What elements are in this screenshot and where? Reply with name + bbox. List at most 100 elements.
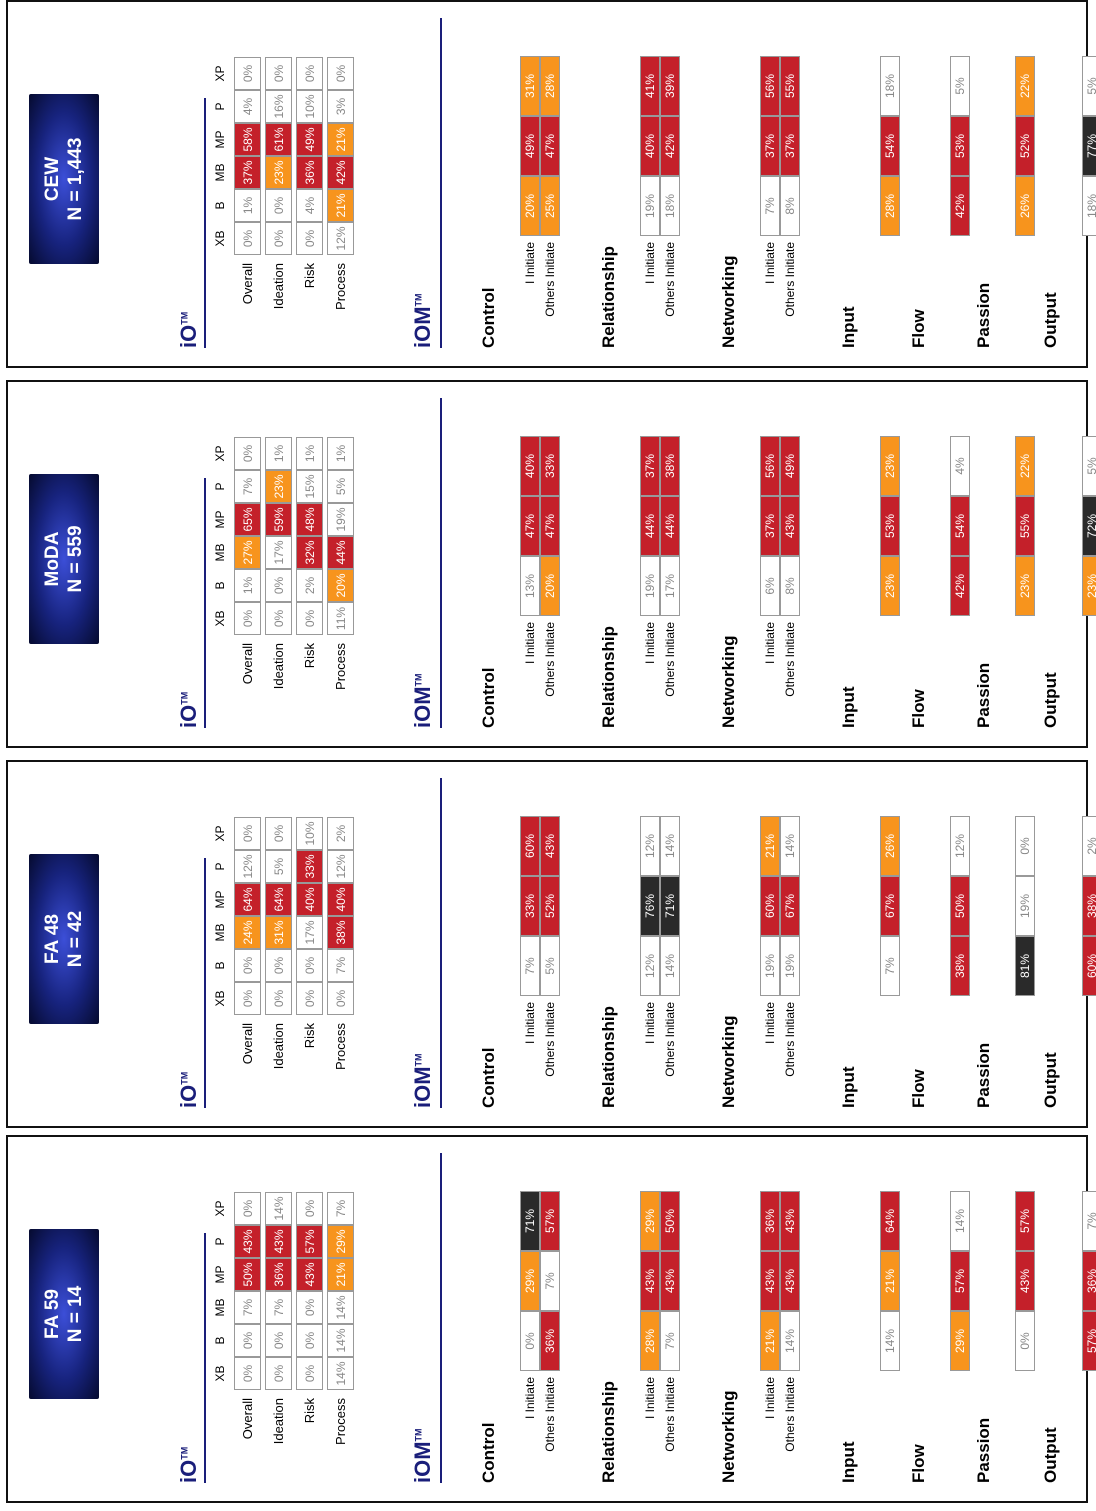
iom-group: OutputHeadFlexHeart60%38%2%	[1040, 778, 1096, 1108]
iom-cell: 19%	[640, 556, 660, 616]
io-cell: 50%	[234, 1258, 261, 1291]
iom-cell: 43%	[660, 1251, 680, 1311]
io-cell: 0%	[234, 1324, 261, 1357]
iom-cell: 26%	[1015, 176, 1035, 236]
iom-group: NetworkingNoFlexYesI Initiate6%37%56%Oth…	[718, 398, 800, 728]
iom-group: RelationshipNoFlexYesI Initiate19%40%41%…	[598, 18, 680, 348]
iom-cell: 44%	[640, 496, 660, 556]
iom-group: InputConcreteFlexVisionary23%53%23%	[838, 398, 900, 728]
iom-cell: 19%	[640, 176, 660, 236]
io-cell: 21%	[327, 189, 354, 222]
iom-row: I Initiate 28% 43% 29%	[640, 1153, 660, 1483]
io-cell: 0%	[265, 817, 292, 850]
iom-row: 23% 72% 5%	[1082, 398, 1096, 728]
io-cell: 0%	[265, 222, 292, 255]
iom-cell: 6%	[760, 556, 780, 616]
iom-cell: 5%	[950, 56, 970, 116]
iom-rows: 18% 77% 5%	[1082, 18, 1096, 348]
iom-rows: I Initiate 13% 47% 40% Others Initiate 20% 47%…	[520, 398, 560, 728]
io-cell: 0%	[265, 602, 292, 635]
iom-row-label: Others Initiate	[663, 622, 677, 697]
io-row-label: Process	[333, 1398, 348, 1445]
iom-cell: 57%	[1015, 1191, 1035, 1251]
iom-row: 81% 19% 0%	[1015, 778, 1035, 1108]
io-row-label: Overall	[240, 643, 255, 685]
io-cell: 33%	[296, 850, 323, 883]
io-column-header: B	[213, 1336, 227, 1345]
iom-cell: 60%	[760, 876, 780, 936]
io-cell: 14%	[327, 1324, 354, 1357]
io-row-label: Risk	[302, 1023, 317, 1049]
iom-row: I Initiate 7% 37% 56%	[760, 18, 780, 348]
io-cell: 7%	[327, 949, 354, 982]
iom-group: InputConcreteFlexVisionary28%54%18%	[838, 18, 900, 348]
io-table-header: XB B MB MP P XP	[208, 437, 232, 719]
iom-cell: 20%	[520, 176, 540, 236]
iom-cell: 43%	[760, 1251, 780, 1311]
group-badge: CEW N = 1,443	[29, 94, 99, 264]
io-row: Overall 0% 0% 7% 50% 43% 0%	[232, 1192, 263, 1474]
iom-rows: I Initiate 20% 49% 31% Others Initiate 25% 47%…	[520, 18, 560, 348]
iom-cell: 47%	[540, 496, 560, 556]
io-row-label: Overall	[240, 1398, 255, 1440]
iom-group: OutputHeadFlexHeart23%72%5%	[1040, 398, 1096, 728]
io-cell: 1%	[327, 437, 354, 470]
iom-title-text: iOM	[410, 1441, 435, 1483]
iom-rows: I Initiate 7% 33% 60% Others Initiate 5% 52% 43…	[520, 778, 560, 1108]
io-cell: 0%	[234, 1192, 261, 1225]
iom-cell: 76%	[640, 876, 660, 936]
iom-row: Others Initiate 8% 43% 49%	[780, 398, 800, 728]
iom-cell: 21%	[880, 1251, 900, 1311]
iom-group-name: Output	[1041, 1052, 1060, 1108]
io-row: Risk 0% 0% 0% 43% 57% 0%	[294, 1192, 325, 1474]
trademark-mark: TM	[179, 311, 190, 325]
io-cell: 1%	[234, 189, 261, 222]
io-cell: 0%	[296, 602, 323, 635]
iom-row: Others Initiate 20% 47% 33%	[540, 398, 560, 728]
iom-cell: 29%	[950, 1311, 970, 1371]
iom-cell: 50%	[950, 876, 970, 936]
io-cell: 48%	[296, 503, 323, 536]
iom-rows: 23% 53% 23%	[880, 398, 900, 728]
iom-row-label: Others Initiate	[663, 242, 677, 317]
iom-cell: 43%	[780, 496, 800, 556]
iom-cell: 54%	[880, 116, 900, 176]
io-cell: 0%	[234, 437, 261, 470]
io-cell: 20%	[327, 569, 354, 602]
iom-group: RelationshipNoFlexYesI Initiate28%43%29%…	[598, 1153, 680, 1483]
io-column-header: XP	[213, 65, 227, 82]
iom-cell: 18%	[880, 56, 900, 116]
io-cell: 0%	[265, 569, 292, 602]
iom-group: FlowConvergeFlexDiverge42%54%4%	[908, 398, 970, 728]
io-cell: 1%	[265, 437, 292, 470]
io-cell: 43%	[265, 1225, 292, 1258]
group-count: N = 559	[65, 525, 86, 593]
iom-group-name: Flow	[909, 689, 928, 728]
iom-cell: 72%	[1082, 496, 1096, 556]
iom-cell: 14%	[660, 936, 680, 996]
iom-cell: 43%	[1015, 1251, 1035, 1311]
iom-row-label: Others Initiate	[543, 1377, 557, 1452]
io-cell: 17%	[265, 536, 292, 569]
io-cell: 0%	[265, 57, 292, 90]
iom-cell: 43%	[780, 1251, 800, 1311]
iom-row: I Initiate 0% 29% 71%	[520, 1153, 540, 1483]
io-row-label: Ideation	[271, 263, 286, 310]
io-title: iOTM	[176, 692, 202, 728]
io-cell: 12%	[327, 222, 354, 255]
io-cell: 7%	[265, 1291, 292, 1324]
report-panel: MoDA N = 559 iOTM XB B MB MP P XP Overall 0% 1% 27% 6…	[6, 380, 1096, 748]
iom-rows: 42% 53% 5%	[950, 18, 970, 348]
iom-rows: 42% 54% 4%	[950, 398, 970, 728]
iom-rows: I Initiate 12% 76% 12% Others Initiate 14% 71%…	[640, 778, 680, 1108]
iom-cell: 52%	[1015, 116, 1035, 176]
iom-rows: 7% 67% 26%	[880, 778, 900, 1108]
io-cell: 36%	[296, 156, 323, 189]
iom-group-name: Passion	[974, 282, 993, 348]
io-cell: 43%	[234, 1225, 261, 1258]
io-cell: 43%	[296, 1258, 323, 1291]
iom-cell: 52%	[540, 876, 560, 936]
iom-row: Others Initiate 14% 43% 43%	[780, 1153, 800, 1483]
iom-cell: 4%	[950, 436, 970, 496]
io-row: Process 11% 20% 44% 19% 5% 1%	[325, 437, 356, 719]
